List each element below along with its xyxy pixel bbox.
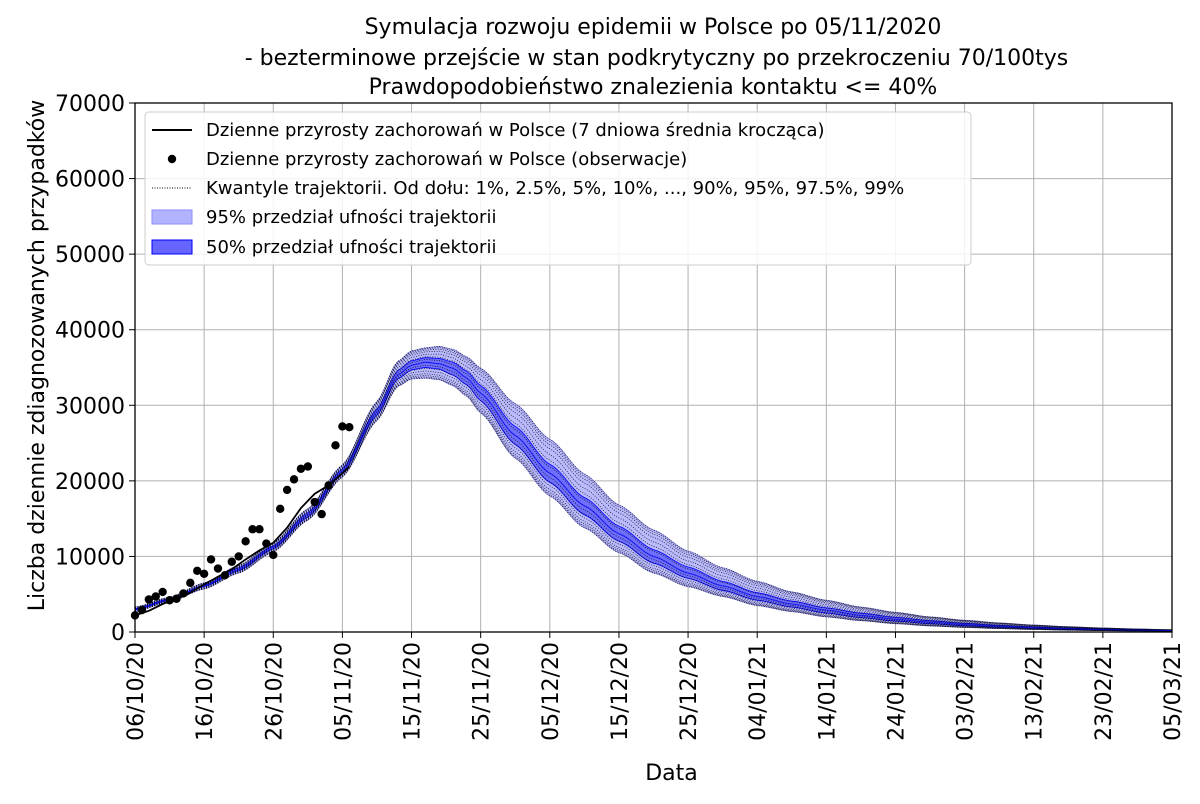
observation-point xyxy=(234,552,243,561)
quantile-line-50pct xyxy=(134,361,1173,631)
y-axis-label: Liczba dziennie zdiagnozowanych przypadk… xyxy=(25,100,50,612)
observation-point xyxy=(255,525,264,534)
quantile-line-10pct xyxy=(134,373,1173,632)
x-tick-label: 03/02/21 xyxy=(954,642,979,741)
x-tick-label: 26/10/20 xyxy=(262,642,287,741)
observation-point xyxy=(324,481,333,490)
x-tick-label: 05/11/20 xyxy=(331,642,356,741)
x-tick-label: 13/02/21 xyxy=(1023,642,1048,741)
observation-point xyxy=(241,537,250,546)
observation-point xyxy=(165,596,174,605)
quantile-line-70pct xyxy=(134,356,1173,631)
observed-series xyxy=(130,422,354,620)
x-tick-label: 25/11/20 xyxy=(470,642,495,741)
y-tick-label: 20000 xyxy=(55,470,125,495)
quantile-line-90pct xyxy=(134,350,1173,631)
x-tick-label: 23/02/21 xyxy=(1092,642,1117,741)
legend-label-avg: Dzienne przyrosty zachorowań w Polsce (7… xyxy=(206,120,825,141)
quantile-line-5pct xyxy=(134,375,1173,632)
x-tick-label: 15/12/20 xyxy=(608,642,633,741)
observation-point xyxy=(310,497,319,507)
y-tick-label: 40000 xyxy=(55,319,125,344)
observation-point xyxy=(248,525,257,534)
observation-point xyxy=(199,569,209,579)
legend-label-ci95: 95% przedział ufności trajektorii xyxy=(206,207,496,228)
observation-point xyxy=(282,485,292,495)
y-tick-label: 30000 xyxy=(55,394,125,419)
y-tick-label: 60000 xyxy=(55,168,125,193)
x-tick-label: 04/01/21 xyxy=(746,642,771,741)
observation-point xyxy=(158,587,167,597)
observation-point xyxy=(186,578,195,588)
observation-point xyxy=(269,550,278,560)
quantile-line-95pct xyxy=(134,348,1173,631)
legend-box xyxy=(144,111,972,266)
band-50 xyxy=(134,357,1173,632)
observation-point xyxy=(289,475,299,484)
quantile-line-99pct xyxy=(134,345,1173,631)
y-tick-label: 0 xyxy=(111,621,125,646)
axes: 0 10000 20000 30000 40000 50000 60000 70000 06/1… xyxy=(25,92,1186,786)
quantile-lines xyxy=(134,345,1173,632)
quantile-line-20pct xyxy=(134,370,1173,632)
title-line-1: Symulacja rozwoju epidemii w Polsce po 0… xyxy=(365,15,942,40)
observation-point xyxy=(262,539,271,548)
quantile-line-80pct xyxy=(134,353,1173,631)
y-tick-label: 50000 xyxy=(55,243,125,268)
observation-point xyxy=(338,422,347,431)
chart-title: Symulacja rozwoju epidemii w Polsce po 0… xyxy=(238,15,1069,100)
observation-point xyxy=(206,555,216,564)
observation-point xyxy=(345,423,354,432)
plot-frame xyxy=(134,102,1173,633)
observation-point xyxy=(317,509,326,519)
legend-handle-ci95 xyxy=(151,209,193,225)
y-tick-label: 70000 xyxy=(55,92,125,117)
legend-label-ci50: 50% przedział ufności trajektorii xyxy=(206,237,496,258)
observation-point xyxy=(227,557,236,566)
observation-point xyxy=(220,571,230,580)
observation-point xyxy=(179,589,188,598)
legend-handle-ci50 xyxy=(151,239,193,255)
x-tick-label: 14/01/21 xyxy=(815,642,840,741)
quantile-line-2.5pct xyxy=(134,376,1173,632)
quantile-line-60pct xyxy=(134,359,1173,631)
x-tick-label: 25/12/20 xyxy=(677,642,702,741)
observation-point xyxy=(144,595,154,604)
quantile-line-30pct xyxy=(134,367,1173,632)
median-line xyxy=(134,361,1173,632)
quantile-line-1pct xyxy=(134,377,1173,632)
observation-point xyxy=(331,441,340,450)
x-tick-label: 06/10/20 xyxy=(124,642,149,741)
x-tick-label: 05/03/21 xyxy=(1161,642,1186,741)
x-tick-label: 15/11/20 xyxy=(401,642,426,741)
title-line-3: Prawdopodobieństwo znalezienia kontaktu … xyxy=(369,75,938,100)
observation-point xyxy=(303,462,313,471)
legend-label-quant: Kwantyle trajektorii. Od dołu: 1%, 2.5%,… xyxy=(206,178,904,199)
observation-point xyxy=(296,464,306,473)
observation-point xyxy=(193,566,202,575)
title-line-2: - bezterminowe przejście w stan podkryty… xyxy=(238,46,1069,71)
observation-point xyxy=(151,592,160,601)
legend-label-obs: Dzienne przyrosty zachorowań w Polsce (o… xyxy=(206,149,687,170)
legend: Dzienne przyrosty zachorowań w Polsce (7… xyxy=(144,111,972,266)
x-tick-label: 24/01/21 xyxy=(884,642,909,741)
observation-point xyxy=(137,605,147,615)
observation-point xyxy=(172,594,181,603)
x-tick-label: 16/10/20 xyxy=(193,642,218,741)
observation-point xyxy=(275,504,285,514)
x-axis-label: Data xyxy=(645,761,698,786)
observation-point xyxy=(213,564,223,573)
y-tick-label: 10000 xyxy=(55,545,125,570)
legend-handle-observations xyxy=(167,154,177,164)
x-tick-label: 05/12/20 xyxy=(539,642,564,741)
